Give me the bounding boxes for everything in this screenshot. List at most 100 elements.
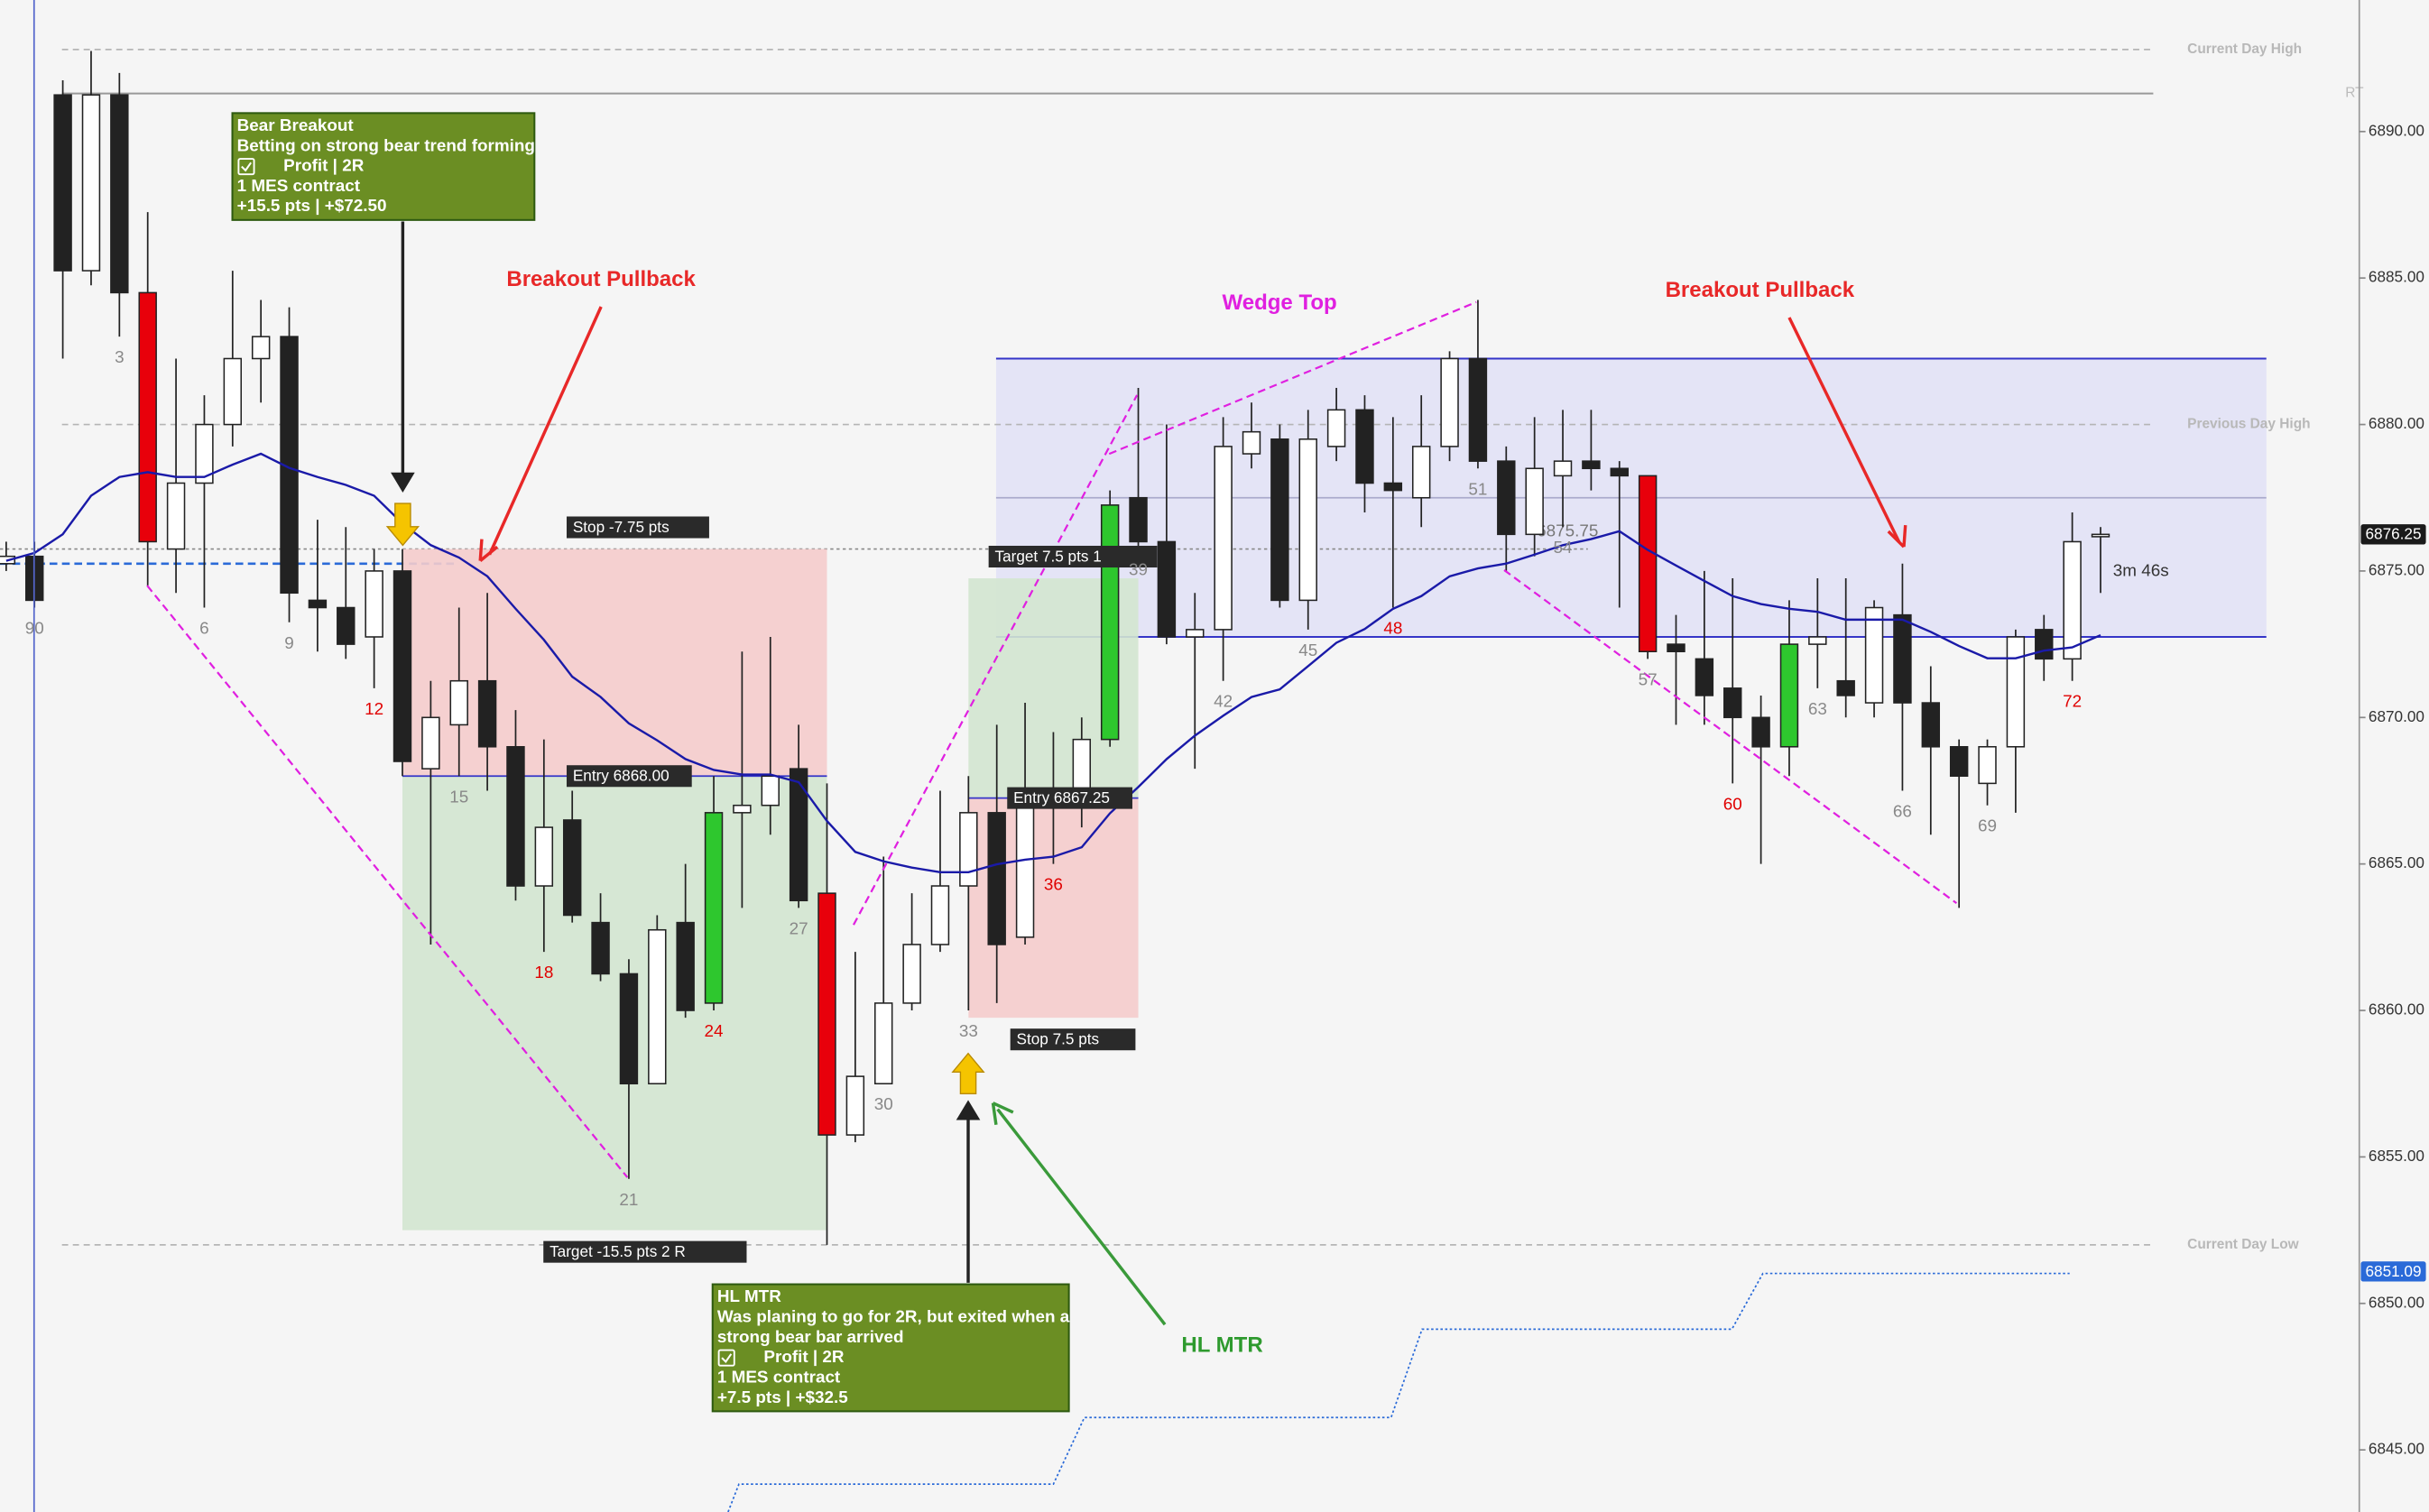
entry-label: Entry 6867.25 [1007,787,1132,809]
bar-number: 69 [1978,817,1997,836]
y-tick-label: 6875.00 [2369,560,2424,578]
bar-number: 27 [790,919,808,938]
candle-body [1553,460,1573,477]
trend-line [852,394,1139,926]
callout: Wedge Top [1223,290,1337,315]
candle-body [1468,357,1488,462]
note-text: Profit | 2R [763,1348,845,1367]
y-tick-label: 6880.00 [2369,414,2424,432]
candle-body [1836,679,1855,696]
candle-body [619,973,639,1084]
arrow-head [1887,525,1907,549]
candle-body [251,336,271,360]
bar-number: 3 [115,348,124,367]
candle-body [534,826,554,887]
y-tick-label: 6860.00 [2369,1000,2424,1019]
candle-body [1808,636,1827,645]
note-text: HL MTR [717,1287,781,1306]
level-label: Previous Day High [2187,417,2310,432]
bar-number: 51 [1468,480,1487,499]
price-tag-label: 6851.09 [2366,1262,2422,1280]
candle-body [761,775,780,807]
candle-body [1582,460,1601,470]
bar-number: 21 [619,1191,638,1210]
rt-label: RT [2345,86,2364,101]
note-text: 1 MES contract [717,1368,841,1387]
candle-body [1525,467,1544,536]
candle-body [902,944,921,1004]
candle-body [704,812,724,1004]
entry-label-text: Entry 6867.25 [1013,788,1110,807]
trend-line [146,585,629,1178]
candle-body [337,606,356,645]
callout: HL MTR [1181,1333,1262,1358]
candle-body [223,357,243,426]
candle-body [1186,629,1205,638]
bar-number: 15 [449,788,468,807]
candle-body [1779,643,1799,748]
candle-body [195,423,214,484]
stop-label-box [566,516,709,539]
candle-body [1355,409,1374,484]
entry-label: Entry 6868.00 [566,765,692,788]
candle-body [477,679,497,748]
candle-body [1921,702,1941,748]
entry-arrow [951,1052,985,1095]
candle-body [449,679,468,726]
ema-line [5,452,2101,873]
arrows [391,221,1907,1326]
level-label: Current Day Low [2187,1237,2299,1252]
candle-body [1383,482,1403,492]
candle-body [1723,687,1742,719]
candle-body [1298,438,1317,602]
target-label-text: Target -15.5 pts 2 R [550,1242,686,1260]
arrow [996,1108,1167,1326]
candle-body [1326,409,1346,447]
candle-body [733,804,752,814]
candle-body [166,482,186,550]
callout: Breakout Pullback [506,267,696,291]
candle-body [1440,357,1459,447]
entry-arrow [385,502,420,547]
candle-body [1214,446,1233,631]
arrow [487,306,603,556]
candle-body [1610,467,1629,477]
trend-line [1503,569,1958,905]
bar-number: 72 [2063,693,2082,712]
trend-line [1108,300,1477,456]
stop-label-box [1010,1028,1136,1051]
bar-number: 45 [1298,641,1317,660]
bar-number: 12 [365,700,383,719]
callout: Breakout Pullback [1666,278,1855,302]
candle-body [2091,533,2110,538]
candle-body [959,812,978,887]
candle-body [874,1002,893,1084]
bar-timer: 3m 46s [2113,562,2169,581]
note-text: Was planing to go for 2R, but exited whe… [717,1307,1070,1326]
candle-body [2035,629,2054,660]
checkmark [241,161,252,172]
candle-body [1015,797,1035,938]
candle-body [1242,430,1261,455]
candle-body [930,885,950,945]
candle-body [817,892,836,1136]
candle-body [789,768,808,902]
entry-label-text: Entry 6868.00 [573,767,670,785]
bar-number: 6 [199,620,208,639]
bar-number: 60 [1723,795,1742,814]
bar-number: 33 [959,1022,978,1041]
candle-body [1949,745,1969,778]
y-tick-label: 6850.00 [2369,1293,2424,1311]
note-text: Profit | 2R [283,157,365,176]
note-text: strong bear bar arrived [717,1328,904,1347]
stop-zone [402,549,827,777]
arrow-head [478,539,499,562]
arrow [1787,317,1901,543]
candle-body [81,94,101,272]
mid-layer [0,51,2110,1245]
bar-number: 66 [1893,803,1912,822]
candle-body [1751,716,1770,748]
